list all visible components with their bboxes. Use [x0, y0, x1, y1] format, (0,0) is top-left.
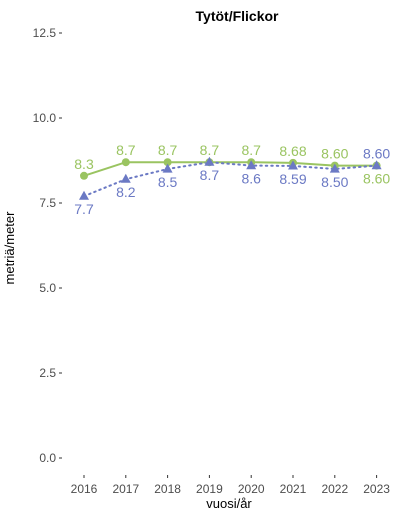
x-tick-label: 2021	[280, 482, 307, 496]
data-labels: 8.3 7.7 8.7 8.2 8.7 8.5 8.7 8.7 8.7 8.6 8.68 8.59 8.…	[74, 142, 390, 217]
series-2-point	[246, 160, 257, 170]
series-2-point	[288, 160, 298, 170]
series-2-data-label: 7.7	[74, 201, 94, 217]
x-tick-label: 2023	[363, 482, 390, 496]
series-1-data-label: 8.3	[74, 156, 94, 172]
series-2-line	[83, 161, 378, 198]
x-tick-label: 2017	[112, 482, 139, 496]
series-2-point	[79, 190, 89, 200]
series-2-point	[371, 160, 382, 170]
x-axis-title: vuosi/år	[206, 496, 252, 511]
series-1-point	[80, 171, 88, 180]
y-tick-label: 2.5	[39, 366, 56, 380]
y-tick-label: 5.0	[39, 281, 56, 295]
series-2-data-label: 8.59	[279, 171, 306, 187]
series-2-point	[162, 163, 173, 173]
series-1-line	[83, 161, 378, 177]
series-2-data-label: 8.6	[241, 171, 261, 187]
x-tick-label: 2020	[238, 482, 265, 496]
y-tick-label: 10.0	[33, 111, 57, 125]
series-2-data-label: 8.2	[116, 184, 136, 200]
x-tick-label: 2022	[321, 482, 348, 496]
series-1-data-label: 8.60	[363, 171, 390, 187]
series-1-data-label: 8.7	[116, 142, 136, 158]
series-2-point	[329, 163, 340, 173]
series-1-data-label: 8.7	[241, 142, 261, 158]
series-2-data-label: 8.50	[321, 174, 348, 190]
chart-title: Tytöt/Flickor	[196, 8, 280, 24]
series-1-data-label: 8.68	[279, 143, 306, 159]
y-axis-title: metriä/meter	[2, 211, 17, 285]
series-1-point	[163, 158, 172, 167]
x-tick-label: 2018	[154, 482, 181, 496]
x-tick-label: 2016	[71, 482, 98, 496]
series-2-data-label: 8.5	[158, 174, 178, 190]
y-axis: 0.0 2.5 5.0 7.5 10.0 12.5	[33, 26, 62, 465]
series-1-data-label: 8.7	[200, 142, 220, 158]
series-2-point	[204, 156, 215, 166]
series-1-data-label: 8.7	[158, 142, 178, 158]
y-tick-label: 7.5	[39, 196, 56, 210]
series-1-data-label: 8.60	[321, 146, 348, 162]
y-tick-label: 0.0	[39, 451, 56, 465]
series-1-point	[121, 158, 130, 167]
series-2-data-label: 8.7	[200, 167, 220, 183]
x-tick-label: 2019	[196, 482, 223, 496]
x-axis: 2016 2017 2018 2019 2020 2021 2022 2023	[71, 475, 390, 496]
y-tick-label: 12.5	[33, 26, 57, 40]
series-layer	[79, 156, 382, 200]
series-2-data-label: 8.60	[363, 146, 390, 162]
series-2-point	[120, 173, 131, 183]
